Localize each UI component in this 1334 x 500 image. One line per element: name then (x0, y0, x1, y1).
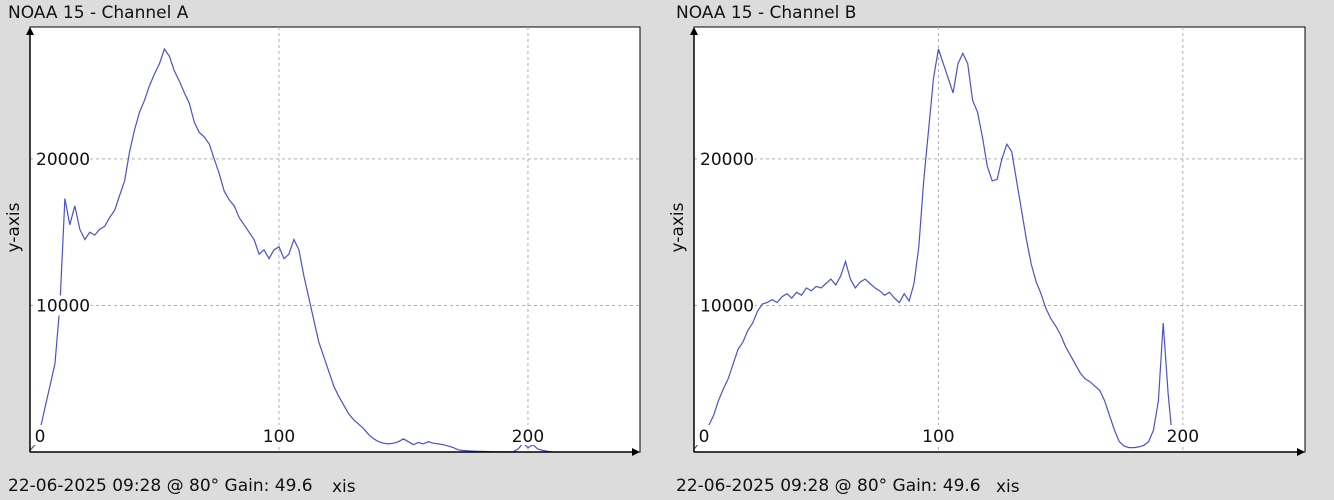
chart-a-xtick-label-200: 200 (512, 427, 544, 447)
chart-a-ytick-label-10000: 10000 (36, 296, 90, 316)
chart-b-footer-text: 22-06-2025 09:28 @ 80° Gain: 49.6 (676, 476, 981, 496)
chart-b-xtick-bg-100 (920, 425, 957, 445)
chart-b-plot: 0 100 200 10000 20000 y-axis xis (668, 26, 1306, 497)
chart-b-ytick-label-20000: 20000 (700, 150, 754, 170)
chart-a-y-axis-arrow (26, 27, 34, 35)
chart-a-y-axis-label: y-axis (4, 202, 24, 252)
chart-a-ytick-label-20000: 20000 (36, 150, 90, 170)
chart-b-ytick-bg-20000 (698, 148, 755, 169)
chart-b-xtick-label-0: 0 (699, 427, 710, 447)
chart-b-y-axis-label: y-axis (668, 202, 688, 252)
chart-b-xtick-bg-0 (696, 425, 712, 445)
chart-a-x-axis-arrow (632, 448, 640, 456)
chart-b-x-axis-label: xis (996, 477, 1020, 497)
chart-a-xtick-label-100: 100 (263, 427, 295, 447)
chart-b-xtick-label-200: 200 (1167, 427, 1199, 447)
chart-a-footer-text: 22-06-2025 09:28 @ 80° Gain: 49.6 (8, 476, 313, 496)
chart-b-footer: 22-06-2025 09:28 @ 80° Gain: 49.6 (676, 476, 981, 496)
chart-b-xtick-label-100: 100 (922, 427, 954, 447)
chart-a-plot: 0 100 200 10000 20000 y-axis xis (4, 26, 641, 497)
chart-b-x-axis-arrow (1297, 448, 1305, 456)
chart-a-ytick-bg-10000 (34, 295, 91, 316)
chart-a-xtick-label-0: 0 (35, 427, 46, 447)
chart-a-ytick-bg-20000 (34, 148, 91, 169)
chart-a-x-axis-label: xis (332, 477, 356, 497)
chart-a-plot-area (30, 27, 640, 452)
chart-a-footer: 22-06-2025 09:28 @ 80° Gain: 49.6 (8, 476, 313, 496)
chart-a-title: NOAA 15 - Channel A (8, 3, 189, 23)
chart-b-series-line (693, 48, 1174, 450)
chart-b-plot-area (694, 27, 1305, 452)
chart-a-xtick-bg-100 (261, 425, 297, 445)
chart-b-y-axis-arrow (690, 27, 698, 35)
chart-b-ytick-bg-10000 (698, 295, 755, 316)
chart-b-xtick-bg-200 (1165, 425, 1201, 445)
chart-b-ytick-label-10000: 10000 (700, 296, 754, 316)
chart-a-xtick-bg-0 (32, 425, 48, 445)
chart-a-series-line (29, 47, 553, 453)
chart-a-xtick-bg-200 (510, 425, 546, 445)
chart-b-title: NOAA 15 - Channel B (676, 3, 857, 23)
